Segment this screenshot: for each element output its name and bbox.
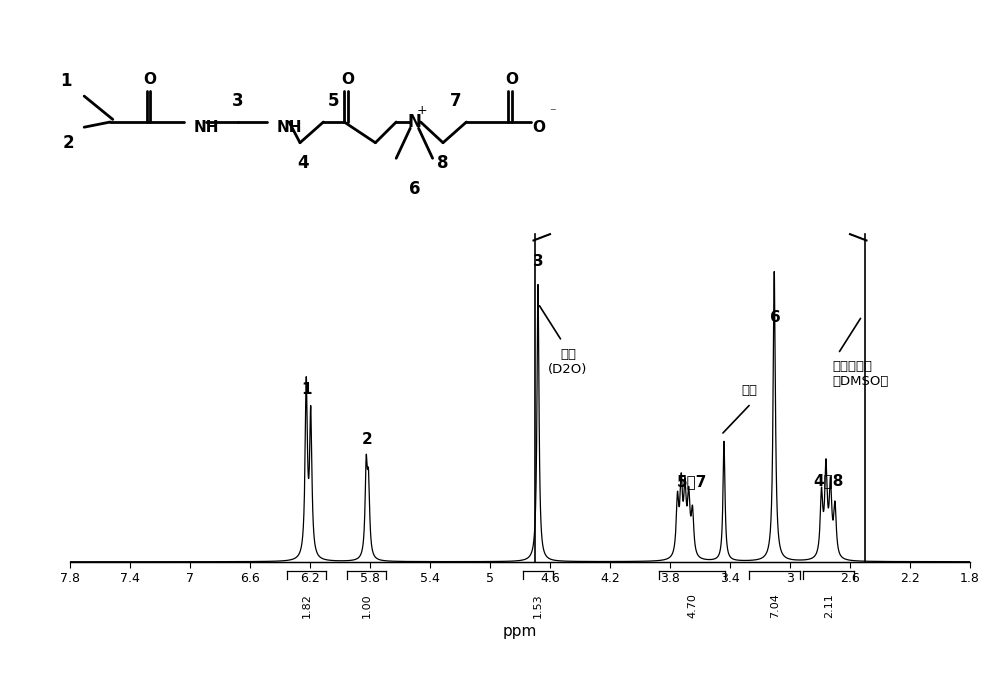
Text: 4: 4 bbox=[297, 155, 308, 172]
Text: 6: 6 bbox=[409, 181, 420, 198]
Text: 3: 3 bbox=[533, 253, 543, 269]
Text: 1: 1 bbox=[302, 382, 312, 397]
Text: 重水
(D2O): 重水 (D2O) bbox=[548, 347, 588, 375]
Text: 甲醇: 甲醇 bbox=[741, 384, 757, 397]
Text: 1: 1 bbox=[60, 71, 72, 90]
Text: +: + bbox=[417, 104, 428, 117]
Text: 6: 6 bbox=[770, 309, 780, 325]
Text: 1.53: 1.53 bbox=[533, 594, 543, 618]
Text: 3: 3 bbox=[232, 92, 243, 111]
Text: NH: NH bbox=[193, 120, 219, 134]
X-axis label: ppm: ppm bbox=[503, 624, 537, 639]
Text: 5、7: 5、7 bbox=[677, 475, 708, 489]
Text: 7.04: 7.04 bbox=[770, 594, 780, 618]
Text: 4、8: 4、8 bbox=[814, 473, 844, 488]
Text: 1.00: 1.00 bbox=[362, 594, 372, 618]
Text: O: O bbox=[505, 72, 518, 87]
Text: N: N bbox=[407, 113, 421, 131]
Text: NH: NH bbox=[277, 120, 302, 134]
Text: 5: 5 bbox=[328, 92, 340, 111]
Text: 2: 2 bbox=[63, 134, 74, 152]
Text: 二甲基亚督
（DMSO）: 二甲基亚督 （DMSO） bbox=[832, 360, 888, 388]
Text: 2: 2 bbox=[362, 433, 372, 447]
Text: ⁻: ⁻ bbox=[549, 106, 556, 119]
Text: 7: 7 bbox=[450, 92, 462, 111]
Text: O: O bbox=[144, 72, 157, 87]
Text: 2.11: 2.11 bbox=[824, 594, 834, 618]
Text: O: O bbox=[533, 120, 546, 134]
Text: O: O bbox=[341, 72, 354, 87]
Text: 4.70: 4.70 bbox=[687, 594, 697, 618]
Text: 1.82: 1.82 bbox=[302, 594, 312, 618]
Text: 8: 8 bbox=[437, 155, 449, 172]
